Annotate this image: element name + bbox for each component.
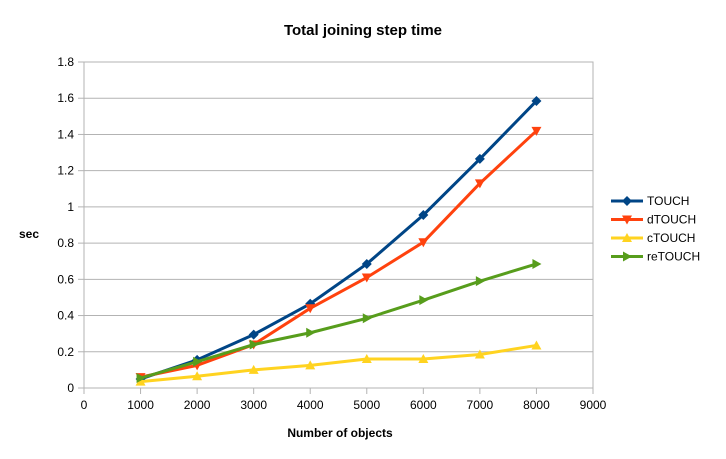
data-point-retouch xyxy=(136,373,146,384)
gridlines xyxy=(84,61,593,389)
x-tick-label: 3000 xyxy=(240,398,267,412)
x-tick-label: 2000 xyxy=(184,398,211,412)
data-point-ctouch xyxy=(248,364,259,374)
y-tick-label: 1.8 xyxy=(57,55,74,69)
x-tick-label: 7000 xyxy=(467,398,494,412)
data-point-retouch xyxy=(532,258,542,269)
x-tick-label: 6000 xyxy=(410,398,437,412)
series-touch xyxy=(135,95,542,384)
data-point-touch xyxy=(361,258,372,269)
x-axis-label: Number of objects xyxy=(287,426,393,440)
data-point-dtouch xyxy=(531,126,542,136)
legend-label-ctouch: cTOUCH xyxy=(647,231,695,245)
legend-item-touch: TOUCH xyxy=(611,194,689,208)
y-tick-label: 1.4 xyxy=(57,127,74,141)
data-point-touch xyxy=(248,329,259,340)
y-axis-label: sec xyxy=(19,227,39,241)
y-tick-label: 1.2 xyxy=(57,164,74,178)
y-tick-label: 0.8 xyxy=(57,236,74,250)
legend-item-dtouch: dTOUCH xyxy=(611,213,696,227)
legend-marker-touch xyxy=(622,196,632,206)
legend-label-dtouch: dTOUCH xyxy=(647,213,696,227)
x-tick-label: 5000 xyxy=(353,398,380,412)
legend-marker-ctouch xyxy=(622,233,632,242)
data-point-ctouch xyxy=(361,354,372,364)
legend-marker-retouch xyxy=(623,251,632,262)
y-tick-label: 0 xyxy=(67,381,74,395)
data-point-ctouch xyxy=(418,354,429,364)
series-line-ctouch xyxy=(140,343,537,384)
plot-frame xyxy=(83,61,594,389)
y-tick-label: 0.4 xyxy=(57,309,74,323)
legend-label-retouch: reTOUCH xyxy=(647,250,700,264)
series-group xyxy=(135,95,542,386)
data-point-retouch xyxy=(419,295,429,306)
data-point-retouch xyxy=(249,339,259,350)
series-line-retouch xyxy=(140,262,537,380)
series-dtouch xyxy=(135,126,542,383)
y-tick-label: 1 xyxy=(67,200,74,214)
chart-title: Total joining step time xyxy=(284,22,442,39)
data-point-retouch xyxy=(475,276,485,287)
series-line-touch xyxy=(140,99,538,381)
data-point-dtouch xyxy=(305,304,316,314)
y-tick-label: 0.6 xyxy=(57,272,74,286)
data-point-ctouch xyxy=(531,340,542,350)
x-tick-label: 0 xyxy=(81,398,88,412)
y-tick-label: 0.2 xyxy=(57,345,74,359)
data-point-dtouch xyxy=(418,238,429,248)
x-tick-label: 1000 xyxy=(127,398,154,412)
data-point-ctouch xyxy=(192,371,203,381)
x-axis-ticks: 0 1000 2000 3000 4000 5000 6000 7000 8000 9000 xyxy=(81,388,607,412)
legend-item-retouch: reTOUCH xyxy=(611,250,700,264)
data-point-ctouch xyxy=(135,376,146,386)
legend: TOUCH dTOUCH cTOUCH reTOUCH xyxy=(611,194,700,264)
data-point-dtouch xyxy=(474,179,485,189)
data-point-retouch xyxy=(193,356,203,367)
data-point-retouch xyxy=(362,313,372,324)
y-tick-label: 1.6 xyxy=(57,91,74,105)
data-point-ctouch xyxy=(474,349,485,359)
data-point-ctouch xyxy=(305,360,316,370)
data-point-touch xyxy=(418,210,429,221)
legend-label-touch: TOUCH xyxy=(647,194,689,208)
data-point-retouch xyxy=(306,327,316,338)
x-tick-label: 8000 xyxy=(523,398,550,412)
series-line-dtouch xyxy=(140,129,538,379)
x-tick-label: 9000 xyxy=(580,398,607,412)
legend-marker-dtouch xyxy=(622,215,632,225)
data-point-touch xyxy=(531,95,542,106)
y-axis-ticks: 0 0.2 0.4 0.6 0.8 1 1.2 1.4 1.6 1.8 xyxy=(57,55,84,395)
data-point-touch xyxy=(474,153,485,164)
series-retouch xyxy=(136,258,542,384)
data-point-dtouch xyxy=(361,273,372,283)
legend-item-ctouch: cTOUCH xyxy=(611,231,695,245)
x-tick-label: 4000 xyxy=(297,398,324,412)
series-ctouch xyxy=(135,340,542,386)
